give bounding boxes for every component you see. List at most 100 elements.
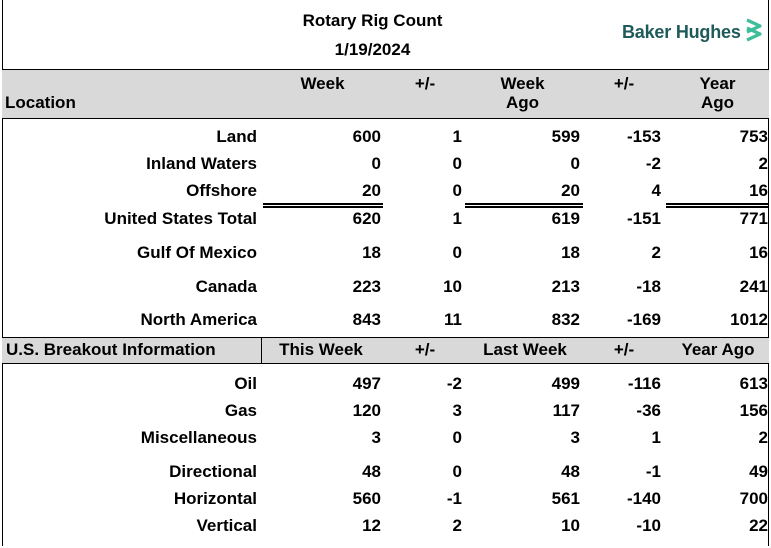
cell-chg: 0 bbox=[452, 462, 462, 481]
cell-year-ago: 156 bbox=[739, 401, 768, 420]
col-breakout-year-ago: Year Ago bbox=[681, 340, 755, 359]
cell-chg: 1 bbox=[452, 127, 462, 146]
cell-chg2: -1 bbox=[645, 462, 661, 481]
cell-week: 620 bbox=[352, 209, 381, 228]
cell-chg: -1 bbox=[446, 489, 462, 508]
cell-chg: 2 bbox=[452, 516, 462, 535]
cell-week-ago: 499 bbox=[551, 374, 580, 393]
cell-year-ago: 1012 bbox=[730, 310, 768, 329]
cell-year-ago: 16 bbox=[749, 181, 768, 200]
cell-year-ago: 613 bbox=[739, 374, 768, 393]
cell-week: 12 bbox=[362, 516, 381, 535]
row-label: Offshore bbox=[186, 181, 257, 200]
cell-chg2: 4 bbox=[651, 181, 661, 200]
col-change-1: +/- bbox=[414, 74, 436, 93]
row-label: Miscellaneous bbox=[140, 428, 257, 447]
cell-week: 600 bbox=[352, 127, 381, 146]
breakout-header-band bbox=[2, 337, 769, 364]
cell-week: 18 bbox=[362, 243, 381, 262]
cell-chg: 0 bbox=[452, 243, 462, 262]
col-week-ago-line1: Week bbox=[500, 74, 545, 93]
row-label: Canada bbox=[195, 277, 257, 296]
row-label: Directional bbox=[169, 462, 257, 481]
total-rule-week-ago bbox=[465, 203, 583, 208]
cell-week-ago: 3 bbox=[570, 428, 580, 447]
cell-week-ago: 10 bbox=[561, 516, 580, 535]
col-breakout-change-1: +/- bbox=[414, 340, 436, 359]
col-week: Week bbox=[300, 74, 345, 93]
col-year-ago-line2: Ago bbox=[700, 93, 735, 112]
cell-week-ago: 561 bbox=[551, 489, 580, 508]
cell-year-ago: 16 bbox=[749, 243, 768, 262]
row-label: Horizontal bbox=[173, 489, 257, 508]
breakout-section-title: U.S. Breakout Information bbox=[6, 340, 216, 359]
row-label: Vertical bbox=[196, 516, 258, 535]
cell-chg2: -169 bbox=[626, 310, 661, 329]
cell-chg: 3 bbox=[452, 401, 462, 420]
col-breakout-change-2: +/- bbox=[613, 340, 635, 359]
cell-chg2: -10 bbox=[636, 516, 661, 535]
total-rule-week bbox=[263, 203, 383, 208]
cell-year-ago: 771 bbox=[739, 209, 768, 228]
col-year-ago-line1: Year bbox=[699, 74, 736, 93]
row-label: Gas bbox=[224, 401, 257, 420]
cell-year-ago: 2 bbox=[758, 154, 768, 173]
cell-year-ago: 22 bbox=[749, 516, 768, 535]
cell-chg: 0 bbox=[452, 428, 462, 447]
cell-week-ago: 20 bbox=[561, 181, 580, 200]
row-label: United States Total bbox=[104, 209, 257, 228]
report-date: 1/19/2024 bbox=[334, 40, 411, 59]
cell-week: 48 bbox=[362, 462, 381, 481]
cell-chg2: -153 bbox=[626, 127, 661, 146]
row-label: Oil bbox=[234, 374, 257, 393]
cell-week: 0 bbox=[371, 154, 381, 173]
row-label: North America bbox=[140, 310, 257, 329]
band-divider bbox=[261, 337, 262, 364]
row-label: Land bbox=[216, 127, 257, 146]
cell-chg2: -116 bbox=[627, 374, 661, 393]
cell-week: 3 bbox=[371, 428, 381, 447]
cell-chg2: 2 bbox=[651, 243, 661, 262]
col-change-2: +/- bbox=[613, 74, 635, 93]
brand-logo: Baker Hughes bbox=[622, 18, 766, 47]
cell-week-ago: 48 bbox=[561, 462, 580, 481]
brand-name: Baker Hughes bbox=[622, 22, 741, 42]
cell-week-ago: 619 bbox=[551, 209, 580, 228]
cell-week-ago: 832 bbox=[551, 310, 580, 329]
total-rule-year-ago bbox=[666, 203, 769, 208]
row-label: Inland Waters bbox=[146, 154, 257, 173]
col-location: Location bbox=[5, 93, 76, 112]
chevron-stack-icon bbox=[744, 18, 766, 47]
cell-chg: 0 bbox=[452, 154, 462, 173]
cell-chg: 10 bbox=[443, 277, 462, 296]
cell-chg: 0 bbox=[452, 181, 462, 200]
row-label: Gulf Of Mexico bbox=[137, 243, 257, 262]
col-last-week: Last Week bbox=[483, 340, 567, 359]
cell-chg2: -18 bbox=[636, 277, 661, 296]
cell-week: 120 bbox=[352, 401, 381, 420]
cell-chg: 11 bbox=[444, 310, 462, 329]
cell-week-ago: 117 bbox=[552, 401, 580, 420]
cell-year-ago: 2 bbox=[758, 428, 768, 447]
col-week-ago-line2: Ago bbox=[505, 93, 540, 112]
cell-chg2: -2 bbox=[645, 154, 661, 173]
cell-chg: -2 bbox=[446, 374, 462, 393]
main-header-band bbox=[2, 69, 769, 119]
cell-week: 843 bbox=[352, 310, 381, 329]
report-title: Rotary Rig Count bbox=[302, 11, 443, 30]
cell-chg2: -151 bbox=[626, 209, 661, 228]
cell-week-ago: 18 bbox=[561, 243, 580, 262]
cell-chg2: -140 bbox=[626, 489, 661, 508]
cell-year-ago: 49 bbox=[749, 462, 768, 481]
cell-week: 497 bbox=[352, 374, 381, 393]
cell-week-ago: 0 bbox=[570, 154, 580, 173]
cell-chg2: -36 bbox=[636, 401, 661, 420]
cell-year-ago: 700 bbox=[739, 489, 768, 508]
col-this-week: This Week bbox=[279, 340, 363, 359]
cell-chg: 1 bbox=[452, 209, 462, 228]
cell-year-ago: 241 bbox=[739, 277, 768, 296]
cell-year-ago: 753 bbox=[739, 127, 768, 146]
cell-week: 560 bbox=[352, 489, 381, 508]
cell-week-ago: 599 bbox=[551, 127, 580, 146]
